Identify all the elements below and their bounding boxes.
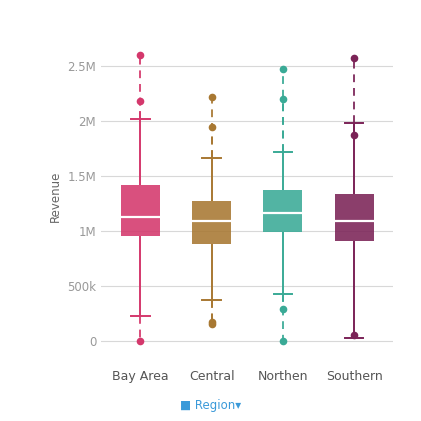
- Bar: [121, 185, 160, 237]
- Bar: [335, 194, 374, 241]
- Bar: [192, 201, 231, 244]
- Text: ■ Region▾: ■ Region▾: [180, 399, 241, 412]
- Bar: [263, 190, 302, 232]
- Y-axis label: Revenue: Revenue: [49, 171, 62, 222]
